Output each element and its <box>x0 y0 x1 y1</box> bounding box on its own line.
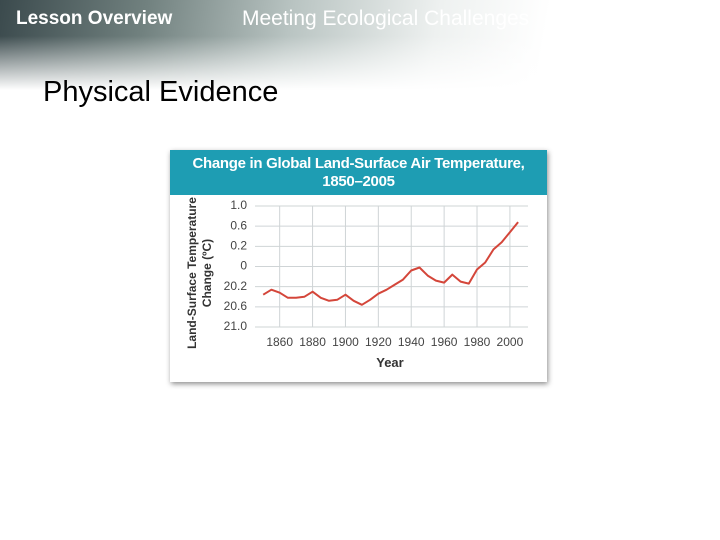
x-tick-label: 1920 <box>365 335 392 349</box>
x-tick-label: 1880 <box>299 335 326 349</box>
x-tick-label: 1900 <box>332 335 359 349</box>
y-tick-label: 20.2 <box>224 279 248 293</box>
banner-fade <box>0 0 720 90</box>
y-tick-label: 20.6 <box>224 299 248 313</box>
chart-title: Change in Global Land-Surface Air Temper… <box>170 150 547 195</box>
y-tick-label: 0.6 <box>230 218 247 232</box>
x-tick-label: 1980 <box>464 335 491 349</box>
x-tick-label: 1940 <box>398 335 425 349</box>
x-tick-label: 1960 <box>431 335 458 349</box>
x-tick-label: 2000 <box>497 335 524 349</box>
topic-label: Meeting Ecological Challenges <box>242 7 530 30</box>
y-tick-label: 21.0 <box>224 319 248 333</box>
heading: Physical Evidence <box>43 76 279 108</box>
x-axis-label: Year <box>376 355 404 370</box>
y-tick-label: 0.2 <box>230 239 247 253</box>
x-tick-label: 1860 <box>266 335 293 349</box>
line <box>262 221 519 306</box>
y-tick-label: 0 <box>240 259 247 273</box>
y-tick-label: 1.0 <box>230 198 247 212</box>
lesson-label: Lesson Overview <box>16 8 173 29</box>
